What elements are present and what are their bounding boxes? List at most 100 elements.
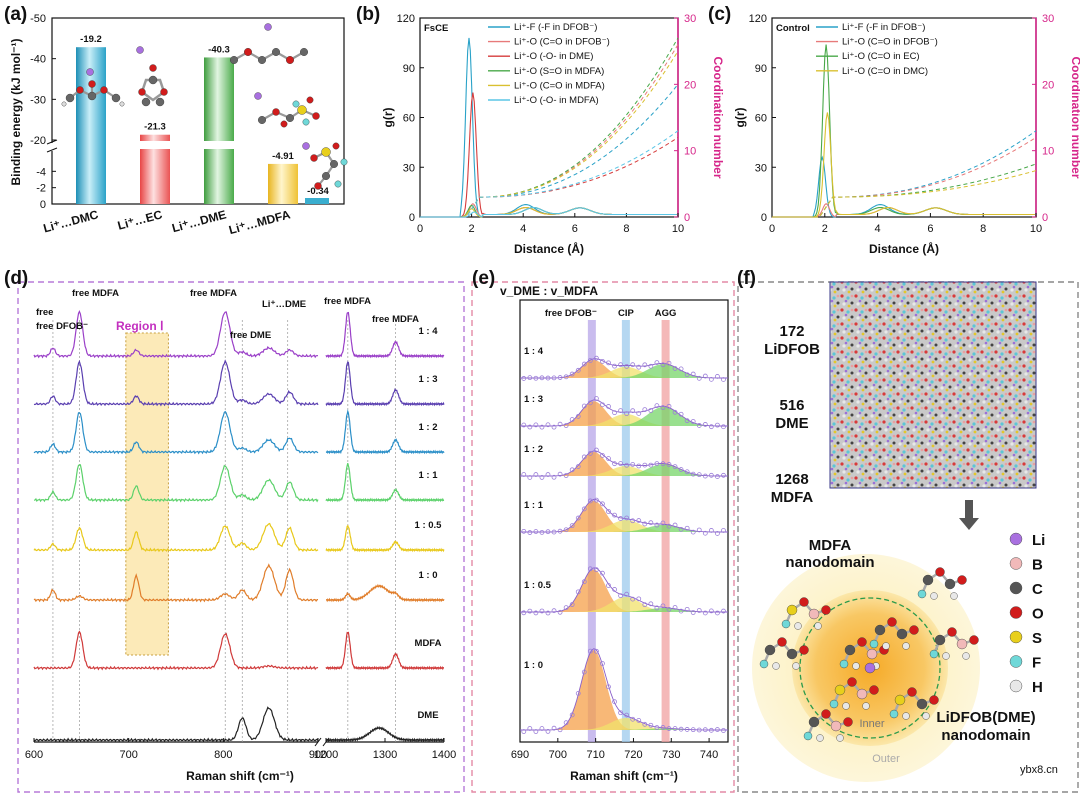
data-point [666, 726, 672, 731]
data-point [551, 529, 557, 535]
data-point [618, 362, 623, 368]
y-tick-label: 30 [755, 162, 767, 174]
rdf-line-4 [772, 112, 1035, 218]
data-point [715, 422, 720, 428]
raman-spectrum-1 [33, 310, 319, 359]
data-point [593, 355, 599, 361]
data-point [696, 472, 702, 478]
data-point [600, 452, 605, 458]
data-point [612, 512, 617, 518]
x-tick-label: 600 [25, 749, 43, 761]
data-point [575, 414, 581, 419]
data-point [690, 727, 696, 733]
atom-sphere [814, 622, 822, 630]
x-tick-label: 700 [549, 749, 567, 761]
data-point [648, 601, 654, 607]
data-point [721, 528, 726, 533]
data-point [636, 518, 642, 523]
data-point [600, 358, 605, 364]
atom-sphere [947, 627, 957, 637]
raman-spectrum-2 [33, 359, 319, 407]
y-tick-label: -2 [36, 183, 46, 195]
atom-sphere [258, 56, 267, 65]
data-point [527, 608, 533, 614]
panel-label-a: (a) [4, 4, 27, 25]
row-ratio-label: 1 : 1 [524, 500, 544, 511]
atom-sphere [794, 622, 802, 630]
data-point [684, 418, 690, 424]
data-point [551, 424, 557, 430]
atom-sphere [777, 637, 787, 647]
atom-sphere [929, 649, 939, 659]
atom-sphere [950, 592, 958, 600]
atom-sphere [340, 158, 348, 166]
atom-sphere [312, 112, 320, 120]
atom-sphere [87, 91, 97, 101]
atom-sphere [300, 48, 309, 57]
atom-sphere [821, 605, 831, 615]
y-tick-label: -4 [36, 166, 46, 178]
data-point [630, 362, 636, 368]
series-label: 1 : 1 [418, 470, 438, 481]
fit-component-2 [520, 366, 728, 378]
data-point [557, 471, 563, 477]
atom-sphere [935, 567, 945, 577]
atom-sphere [907, 687, 917, 697]
y-tick-label: 90 [403, 63, 415, 75]
data-point [618, 516, 623, 521]
data-point [521, 422, 527, 428]
x-tick-label: 4 [520, 223, 526, 235]
lithium-atom [264, 23, 272, 31]
data-point [521, 528, 527, 534]
data-point [715, 474, 720, 479]
data-point [624, 515, 630, 521]
atom-sphere [141, 97, 151, 107]
data-point [630, 716, 636, 722]
series-label: 1 : 0.5 [415, 520, 443, 531]
y-tick-label: 30 [403, 162, 415, 174]
y2-tick-label: 30 [684, 13, 696, 25]
inner-label: Inner [859, 718, 884, 730]
atom-legend-label: Li [1032, 532, 1045, 549]
atom-legend-label: B [1032, 557, 1043, 574]
panel-label-c: (c) [708, 4, 731, 25]
data-point [721, 424, 726, 430]
y-tick-label: 0 [40, 199, 46, 211]
cn-line-2 [772, 136, 1037, 218]
data-point [569, 417, 575, 422]
atom-sphere [764, 644, 776, 656]
atom-sphere [844, 644, 856, 656]
atom-sphere [792, 662, 800, 670]
x-axis-label: Raman shift (cm⁻¹) [186, 769, 294, 783]
bar-value-label: -40.3 [208, 44, 230, 55]
band-label: CIP [618, 308, 635, 319]
data-point [521, 472, 527, 477]
atom-sphere [759, 659, 769, 669]
data-point [690, 419, 696, 424]
data-point [672, 522, 678, 528]
atom-sphere [808, 608, 820, 620]
annotation-free-dme: free DME [230, 330, 271, 341]
raman-spectrum-right-5 [325, 524, 445, 553]
x-axis-label: Raman shift (cm⁻¹) [570, 769, 678, 783]
data-point [563, 720, 569, 726]
y-tick-label: 0 [409, 212, 415, 224]
data-point [636, 364, 642, 370]
x-category-label: Li⁺…DME [170, 207, 227, 235]
data-point [593, 497, 599, 503]
data-point [527, 424, 533, 430]
data-point [575, 515, 581, 521]
data-point [678, 608, 684, 614]
y2-axis-label: Coordination number [1069, 57, 1080, 179]
data-point [666, 462, 672, 467]
data-point [702, 530, 708, 536]
atom-sphere [909, 625, 919, 635]
data-point [600, 402, 605, 408]
atom-sphere [916, 698, 928, 710]
data-point [715, 374, 720, 379]
data-point [690, 610, 696, 615]
data-point [618, 408, 623, 414]
panel-label-b: (b) [356, 4, 380, 25]
fit-component-2 [520, 466, 728, 476]
atom-legend-label: O [1032, 606, 1044, 623]
